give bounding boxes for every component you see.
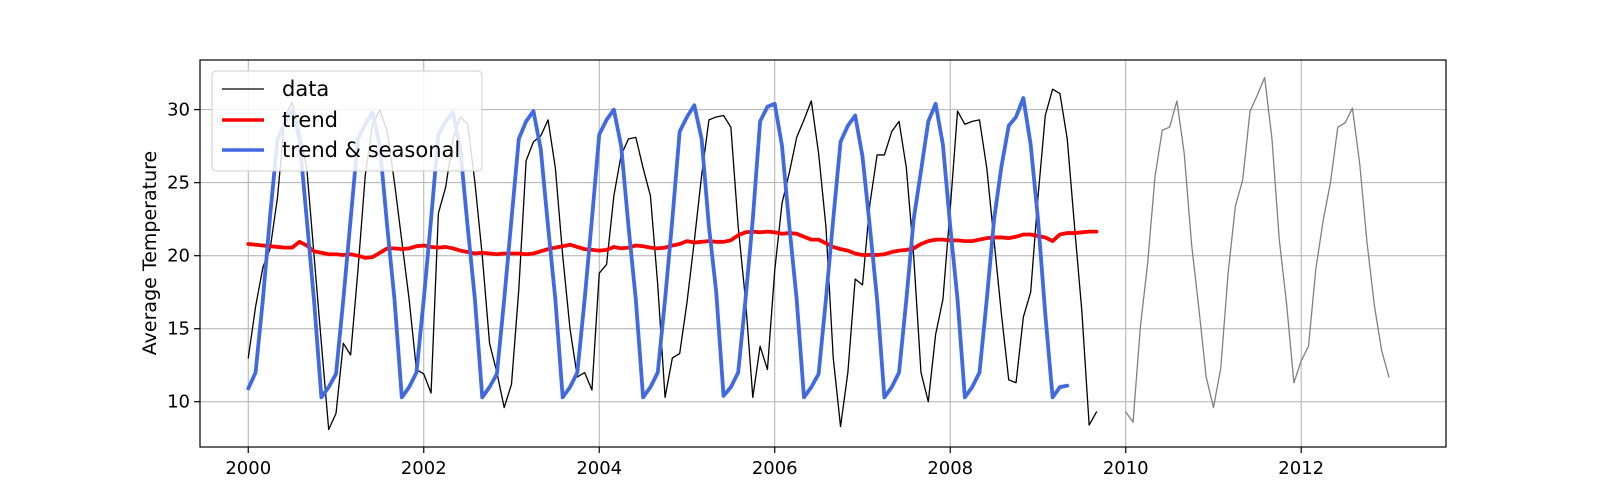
x-tick-label: 2012 xyxy=(1278,458,1324,479)
legend-label-data: data xyxy=(282,77,329,101)
y-tick-label: 15 xyxy=(167,319,190,340)
axis-ticks: 2000 2002 2004 2006 2008 2010 2012 10 15 20 25 30 xyxy=(167,100,1324,479)
legend-label-trend: trend xyxy=(282,108,338,132)
legend-label-trend-seasonal: trend & seasonal xyxy=(282,138,460,162)
y-tick-label: 20 xyxy=(167,246,190,267)
y-tick-label: 25 xyxy=(167,173,190,194)
legend-box xyxy=(211,70,483,172)
x-tick-label: 2006 xyxy=(752,458,798,479)
y-tick-label: 10 xyxy=(167,392,190,413)
x-tick-label: 2004 xyxy=(576,458,622,479)
data-continuation-line xyxy=(1125,76,1390,423)
y-tick-label: 30 xyxy=(167,100,190,121)
x-tick-label: 2000 xyxy=(225,458,271,479)
x-tick-label: 2010 xyxy=(1103,458,1149,479)
trend-seasonal-line xyxy=(246,96,1070,400)
legend: data trend trend & seasonal xyxy=(211,70,483,172)
x-tick-label: 2008 xyxy=(927,458,973,479)
plot-frame xyxy=(199,59,1447,448)
x-tick-label: 2002 xyxy=(401,458,447,479)
y-axis-label: Average Temperature xyxy=(139,151,161,355)
series-lines xyxy=(246,76,1390,431)
